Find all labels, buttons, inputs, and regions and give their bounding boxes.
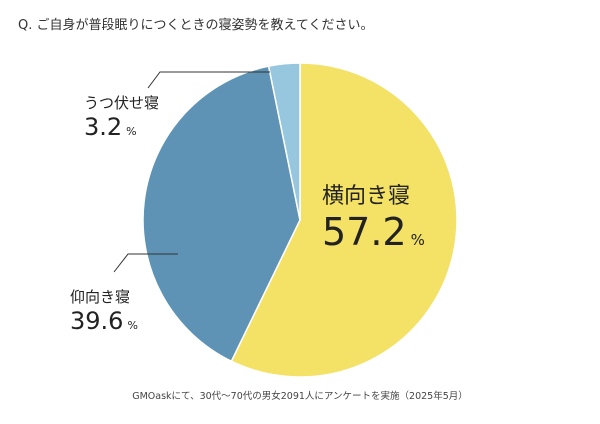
label-side: 横向き寝 57.2% (322, 178, 425, 254)
leader-line-supine (113, 253, 178, 273)
slice-value: 3.2 (84, 113, 123, 141)
pie-slice (230, 62, 458, 378)
label-supine: 仰向き寝 39.6% (70, 286, 138, 335)
slice-label: うつ伏せ寝 (84, 94, 160, 112)
unit: % (410, 231, 425, 249)
slice-value: 39.6 (70, 307, 124, 335)
unit: % (126, 125, 137, 138)
pie-slice (267, 62, 301, 221)
unit: % (127, 319, 138, 332)
slice-label: 横向き寝 (322, 184, 411, 209)
slice-value: 57.2 (322, 210, 407, 254)
question-title: Q. ご自身が普段眠りにつくときの寝姿勢を教えてください。 (18, 18, 374, 33)
slice-label: 仰向き寝 (70, 288, 131, 306)
source-note: GMOaskにて、30代〜70代の男女2091人にアンケートを実施（2025年5… (132, 391, 468, 402)
label-prone: うつ伏せ寝 3.2% (84, 92, 159, 141)
pie-slice (142, 65, 301, 363)
leader-line-prone (147, 71, 270, 89)
